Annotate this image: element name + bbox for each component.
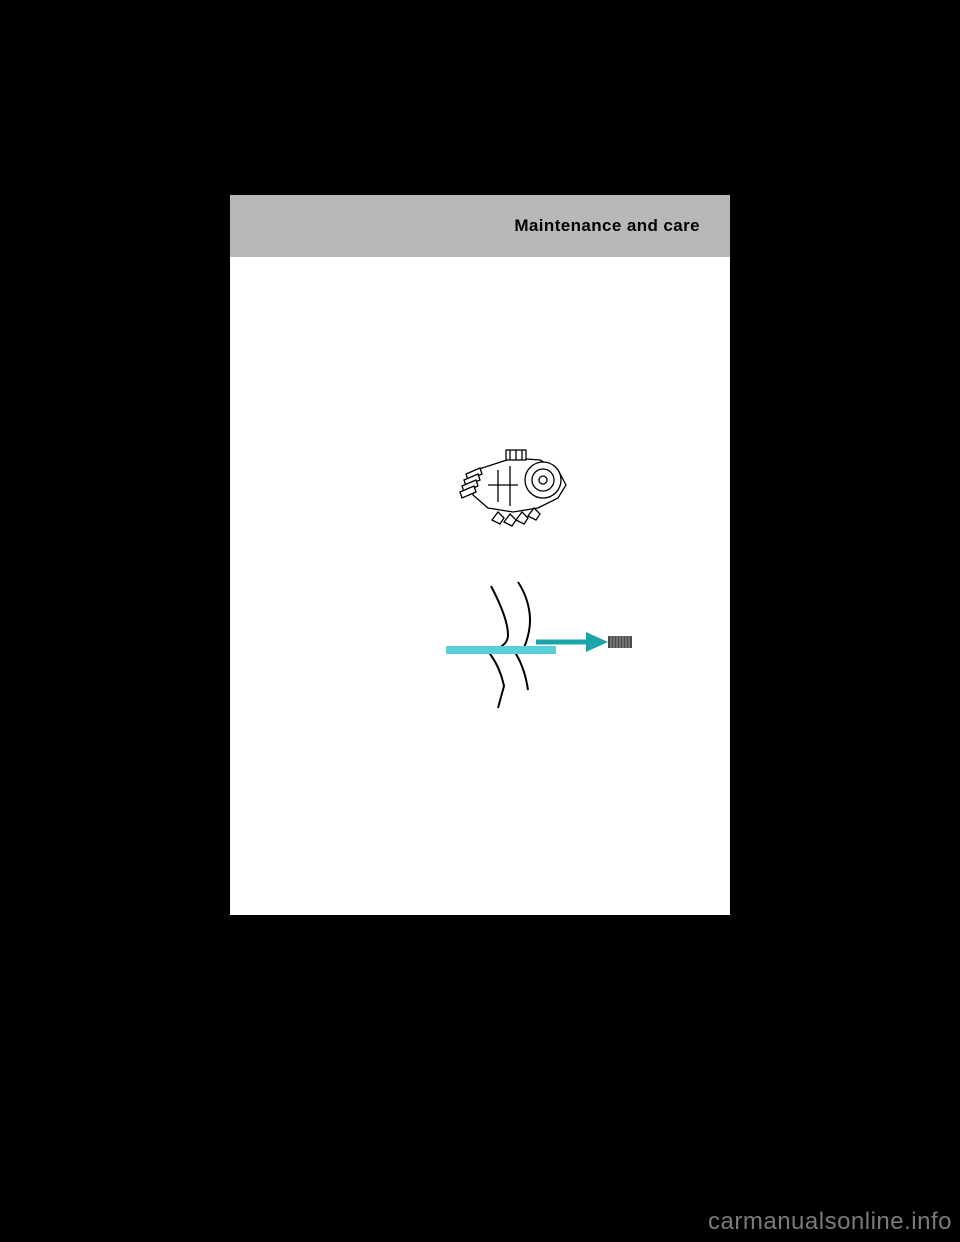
watermark: carmanualsonline.info	[708, 1208, 952, 1236]
fluid-level-diagram	[446, 580, 636, 710]
page-title: Maintenance and care	[514, 216, 700, 236]
document-page: Maintenance and care	[230, 195, 730, 915]
engine-diagram	[458, 440, 588, 535]
header-bar: Maintenance and care	[230, 195, 730, 257]
